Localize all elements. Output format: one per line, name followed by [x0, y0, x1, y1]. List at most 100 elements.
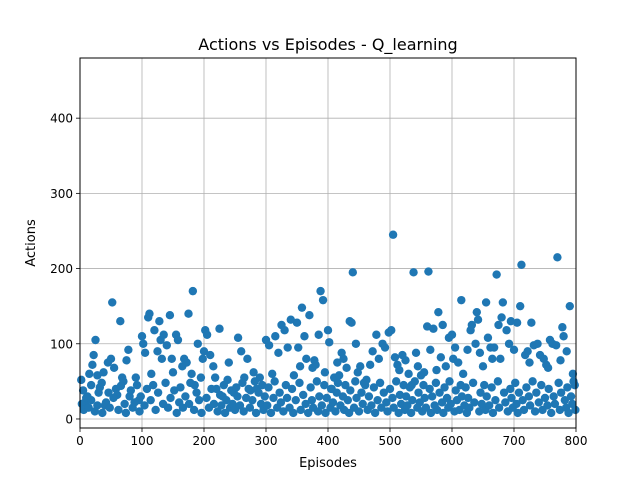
- data-point: [121, 408, 131, 418]
- data-point: [534, 398, 543, 407]
- y-tick-label: 300: [50, 187, 73, 201]
- data-point: [249, 368, 258, 377]
- data-point: [142, 384, 152, 394]
- data-point: [480, 380, 489, 390]
- data-point: [192, 388, 201, 397]
- data-point: [237, 347, 246, 356]
- data-point: [550, 399, 560, 409]
- data-point: [328, 398, 338, 407]
- data-point: [562, 347, 571, 356]
- data-point: [367, 401, 376, 410]
- data-point: [537, 380, 546, 390]
- data-point: [504, 339, 514, 348]
- data-point: [528, 377, 537, 386]
- data-point: [165, 310, 175, 320]
- data-point: [233, 392, 242, 401]
- data-point: [223, 375, 232, 385]
- y-tick-label: 200: [50, 262, 73, 276]
- data-point: [188, 286, 198, 296]
- y-tick-label: 400: [50, 112, 73, 126]
- data-point: [465, 403, 474, 412]
- data-point: [215, 324, 224, 333]
- data-point: [140, 348, 150, 357]
- data-point: [343, 395, 353, 405]
- data-point: [414, 388, 423, 397]
- data-point: [387, 326, 396, 335]
- data-point: [197, 408, 206, 418]
- data-point: [429, 324, 438, 333]
- data-point: [99, 368, 108, 377]
- data-point: [404, 369, 413, 379]
- data-point: [438, 320, 447, 330]
- data-point: [235, 401, 245, 410]
- data-point: [524, 392, 534, 401]
- data-point: [543, 401, 552, 410]
- data-point: [244, 384, 253, 394]
- data-point: [317, 401, 326, 410]
- data-point: [302, 354, 311, 364]
- data-point: [436, 353, 446, 362]
- data-point: [543, 363, 553, 373]
- data-point: [458, 369, 468, 379]
- data-point: [499, 388, 509, 397]
- data-point: [544, 384, 553, 394]
- data-point: [523, 347, 532, 356]
- data-point: [305, 310, 314, 320]
- data-point: [98, 408, 107, 418]
- data-point: [269, 393, 278, 403]
- data-point: [511, 378, 520, 388]
- data-point: [481, 298, 491, 307]
- data-point: [373, 395, 382, 405]
- data-point: [260, 392, 269, 401]
- data-point: [388, 393, 397, 403]
- x-tick-label: 500: [379, 434, 402, 448]
- data-point: [556, 356, 565, 365]
- data-point: [301, 399, 310, 409]
- data-point: [106, 354, 116, 364]
- data-point: [512, 399, 521, 409]
- x-tick-label: 0: [76, 434, 84, 448]
- data-point: [263, 401, 272, 410]
- data-point: [489, 343, 499, 352]
- data-point: [314, 330, 323, 339]
- data-point: [86, 380, 96, 390]
- x-tick-label: 400: [317, 434, 340, 448]
- data-point: [130, 398, 139, 407]
- data-point: [496, 354, 505, 364]
- y-axis-label: Actions: [24, 219, 39, 267]
- data-point: [512, 318, 522, 327]
- data-point: [153, 347, 162, 356]
- data-point: [385, 384, 395, 394]
- data-point: [167, 354, 176, 364]
- data-point: [178, 403, 188, 412]
- data-point: [331, 407, 340, 416]
- data-point: [91, 335, 100, 345]
- data-point: [270, 377, 279, 386]
- data-point: [220, 408, 230, 418]
- data-point: [339, 354, 348, 364]
- data-point: [369, 383, 379, 392]
- data-point: [445, 377, 454, 386]
- data-point: [93, 401, 102, 410]
- data-point: [347, 318, 356, 327]
- data-point: [358, 399, 367, 409]
- data-point: [238, 378, 247, 388]
- data-point: [351, 377, 360, 386]
- data-point: [303, 408, 313, 418]
- data-point: [172, 408, 181, 418]
- data-point: [202, 393, 211, 403]
- data-point: [383, 407, 392, 416]
- x-tick-label: 800: [565, 434, 588, 448]
- data-point: [506, 384, 515, 394]
- data-point: [375, 378, 385, 388]
- data-point: [323, 326, 333, 335]
- data-point: [120, 399, 129, 409]
- data-point: [207, 384, 216, 394]
- x-axis-label: Episodes: [299, 456, 357, 471]
- axis-ticks: 0 100 200 300 400 500 600 700 800 0 100 200 300 400: [50, 112, 587, 448]
- data-point: [368, 347, 377, 356]
- data-point: [266, 408, 276, 418]
- data-point: [325, 338, 334, 347]
- data-point: [109, 363, 119, 373]
- data-point: [565, 301, 574, 311]
